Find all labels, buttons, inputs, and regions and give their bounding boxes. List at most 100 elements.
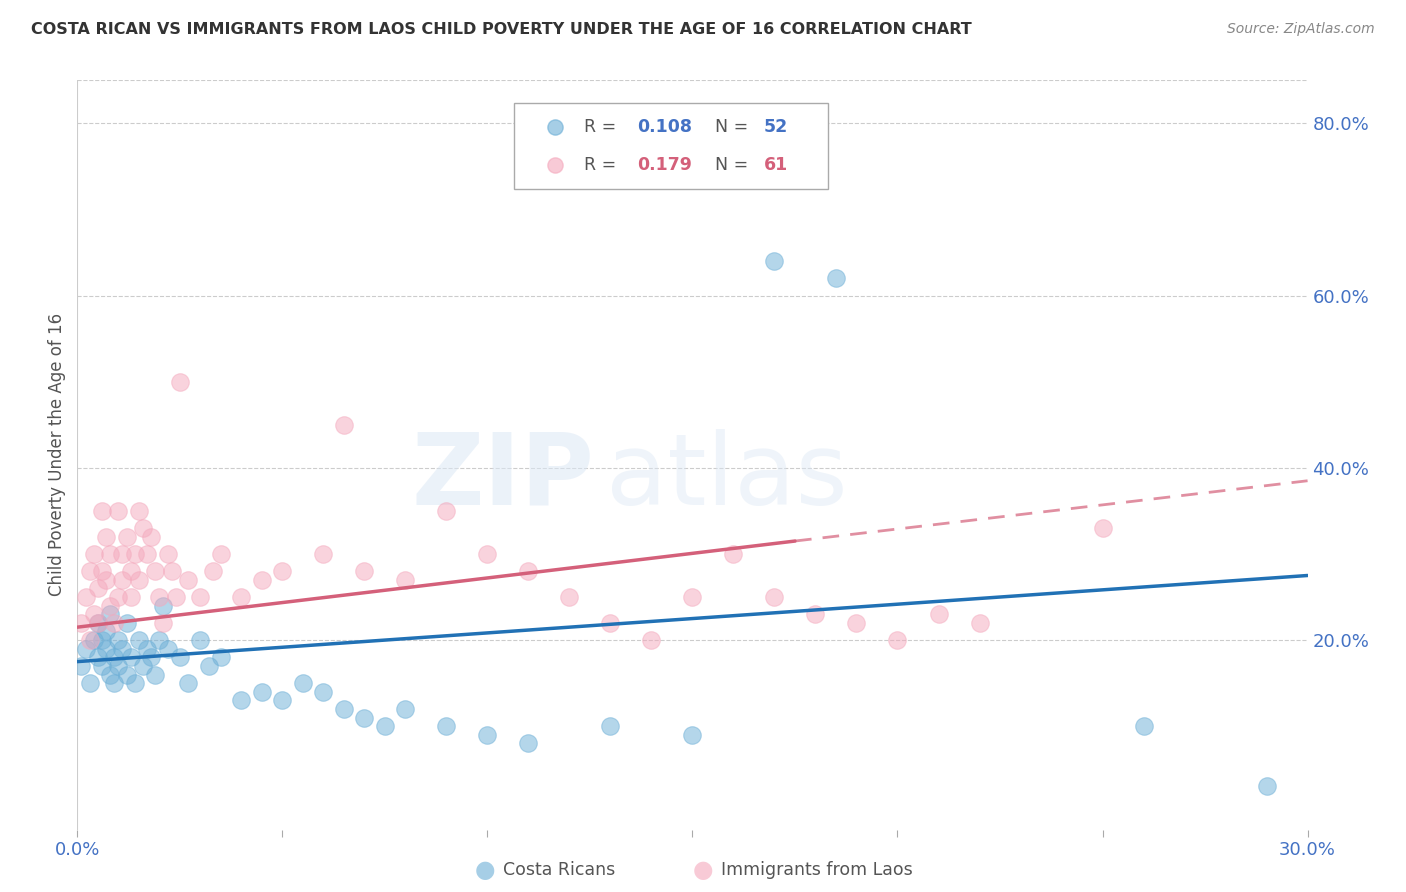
Point — [124, 547, 146, 561]
Point — [107, 590, 129, 604]
Point — [436, 504, 458, 518]
Point — [165, 590, 187, 604]
Point — [333, 702, 356, 716]
Point — [87, 615, 110, 630]
Point — [188, 633, 212, 648]
Point — [132, 659, 155, 673]
Point — [886, 633, 908, 648]
Point — [477, 547, 499, 561]
Point — [98, 667, 121, 681]
Point — [143, 564, 166, 578]
Point — [394, 702, 416, 716]
Point — [90, 564, 114, 578]
Point — [136, 547, 159, 561]
Point — [682, 590, 704, 604]
Point — [177, 676, 200, 690]
Text: 0.108: 0.108 — [637, 118, 692, 136]
Point — [1132, 719, 1154, 733]
Point — [87, 582, 110, 596]
Text: 0.179: 0.179 — [637, 156, 692, 174]
Point — [141, 650, 163, 665]
Point — [152, 599, 174, 613]
Point — [271, 564, 294, 578]
Text: Immigrants from Laos: Immigrants from Laos — [721, 861, 912, 879]
Point — [111, 573, 134, 587]
Point — [517, 736, 540, 750]
Point — [374, 719, 396, 733]
Point — [558, 590, 581, 604]
Point — [197, 659, 219, 673]
Text: N =: N = — [714, 156, 754, 174]
Point — [103, 676, 125, 690]
Text: R =: R = — [585, 118, 621, 136]
Point — [477, 728, 499, 742]
Point — [103, 615, 125, 630]
Point — [107, 633, 129, 648]
Text: 52: 52 — [763, 118, 787, 136]
Point — [87, 615, 110, 630]
Point — [75, 641, 97, 656]
Point — [250, 573, 273, 587]
Point — [969, 615, 991, 630]
Point — [79, 564, 101, 578]
Text: Source: ZipAtlas.com: Source: ZipAtlas.com — [1227, 22, 1375, 37]
Point — [763, 254, 786, 268]
Point — [98, 599, 121, 613]
Text: ZIP: ZIP — [411, 429, 595, 526]
Point — [90, 659, 114, 673]
Point — [120, 650, 142, 665]
Point — [231, 590, 253, 604]
Point — [143, 667, 166, 681]
Point — [107, 659, 129, 673]
Point — [128, 573, 150, 587]
Point — [128, 504, 150, 518]
Point — [517, 564, 540, 578]
Point — [87, 650, 110, 665]
Point — [599, 615, 621, 630]
Point — [231, 693, 253, 707]
Point — [804, 607, 827, 622]
Point — [124, 676, 146, 690]
Bar — [515, 103, 828, 189]
Point — [928, 607, 950, 622]
Point — [94, 624, 117, 639]
Point — [83, 607, 105, 622]
Point — [271, 693, 294, 707]
Point — [152, 615, 174, 630]
Point — [250, 685, 273, 699]
Point — [75, 590, 97, 604]
Point — [98, 547, 121, 561]
Point — [1091, 521, 1114, 535]
Point — [120, 564, 142, 578]
Point — [312, 547, 335, 561]
Y-axis label: Child Poverty Under the Age of 16: Child Poverty Under the Age of 16 — [48, 313, 66, 597]
Point — [436, 719, 458, 733]
Point — [160, 564, 183, 578]
Point — [209, 650, 232, 665]
Point — [115, 530, 138, 544]
Point — [94, 573, 117, 587]
Point — [353, 564, 375, 578]
Point — [682, 728, 704, 742]
Point — [763, 590, 786, 604]
Point — [169, 650, 191, 665]
Text: atlas: atlas — [606, 429, 848, 526]
Text: Costa Ricans: Costa Ricans — [503, 861, 616, 879]
Point — [98, 607, 121, 622]
Point — [156, 641, 179, 656]
Point — [333, 417, 356, 432]
Point — [825, 271, 848, 285]
Point — [148, 633, 170, 648]
Text: R =: R = — [585, 156, 621, 174]
Point — [90, 633, 114, 648]
Text: COSTA RICAN VS IMMIGRANTS FROM LAOS CHILD POVERTY UNDER THE AGE OF 16 CORRELATIO: COSTA RICAN VS IMMIGRANTS FROM LAOS CHIL… — [31, 22, 972, 37]
Text: 61: 61 — [763, 156, 787, 174]
Point — [148, 590, 170, 604]
Point — [1256, 780, 1278, 794]
Point — [845, 615, 868, 630]
Text: ●: ● — [693, 858, 713, 881]
Point — [291, 676, 314, 690]
Text: N =: N = — [714, 118, 754, 136]
Point — [723, 547, 745, 561]
Point — [209, 547, 232, 561]
